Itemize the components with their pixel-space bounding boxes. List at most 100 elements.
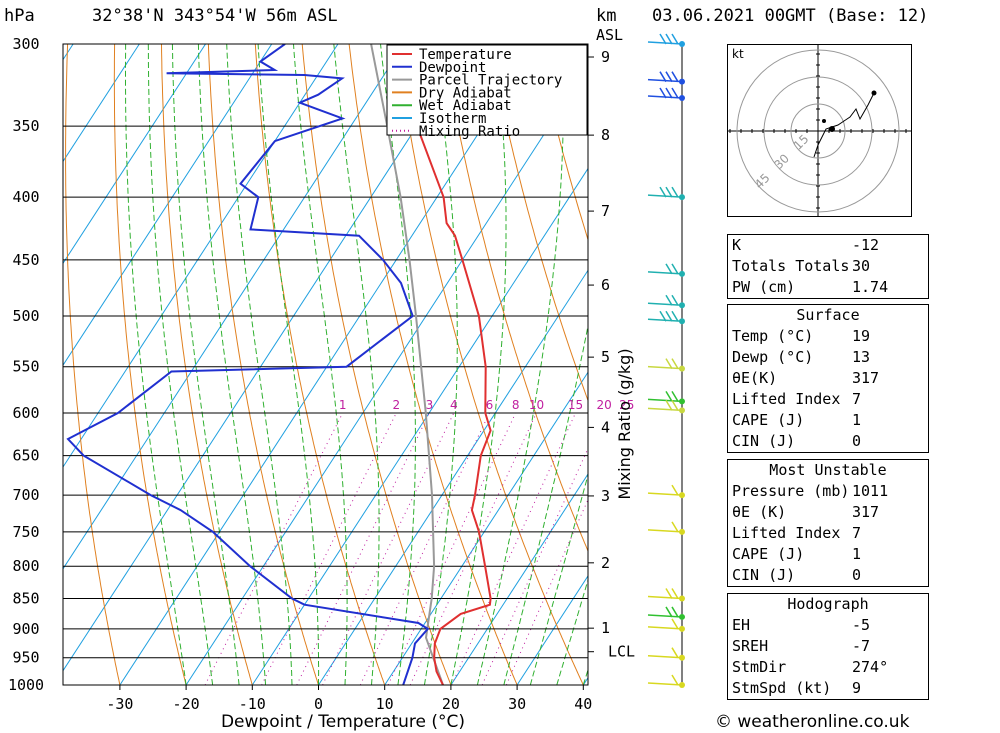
isotherm-line	[0, 44, 7, 685]
hodograph-table: Hodograph EH -5 SREH -7 StmDir 274° StmSpd (kt)…	[727, 593, 929, 700]
isotherm-line	[63, 44, 206, 265]
row-label: StmDir	[732, 658, 787, 676]
indices-table: K -12 Totals Totals 30 PW (cm) 1.74	[727, 234, 929, 299]
surface-table: Surface Temp (°C) 19 Dewp (°C) 13 θE(K) 317 Lif…	[727, 304, 929, 453]
pressure-unit-label: hPa	[4, 6, 35, 26]
dry-adiabat-line	[301, 44, 452, 685]
table-section-title: Most Unstable	[769, 461, 887, 479]
wet-adiabat-line	[423, 44, 458, 685]
wind-barb	[665, 33, 673, 45]
legend-entry: Dewpoint	[419, 60, 486, 76]
wet-adiabat-line	[226, 44, 293, 685]
wind-barb-shaft	[647, 194, 683, 198]
temp-tick-label: 30	[508, 695, 526, 713]
row-value: 7	[852, 524, 862, 542]
mixing-ratio-line	[261, 412, 397, 685]
mixing-ratio-label: 2	[392, 398, 400, 412]
wind-barb-shaft	[647, 529, 683, 533]
wind-barb-shaft	[647, 654, 683, 659]
row-value: 9	[852, 679, 862, 697]
row-value: 1	[852, 545, 862, 563]
pressure-tick-label: 500	[12, 307, 39, 325]
wind-barb	[671, 606, 679, 618]
height-tick-label: 9	[601, 48, 610, 66]
row-label: EH	[732, 616, 751, 634]
hodo-ring-label: 45	[752, 171, 773, 192]
row-label: PW (cm)	[732, 278, 796, 296]
temp-tick-label: 0	[314, 695, 323, 713]
wind-barb-shaft	[647, 271, 683, 275]
mixing-ratio-label: 20	[596, 398, 611, 412]
wind-barb-shaft	[647, 407, 683, 412]
row-value: 0	[852, 566, 862, 584]
wind-barb	[671, 521, 679, 533]
wind-barb	[671, 87, 679, 99]
row-value: 30	[852, 257, 871, 275]
hodo-trace	[813, 92, 875, 158]
row-value: 317	[852, 503, 880, 521]
hodo-point	[829, 126, 835, 132]
wet-adiabat-line	[292, 44, 348, 685]
height-unit-label: km	[596, 6, 617, 26]
table-row: θE (K) 317	[728, 502, 928, 523]
table-section-title: Surface	[796, 306, 860, 324]
parcel-trajectory-line	[370, 44, 444, 685]
wind-barb	[665, 294, 673, 306]
mixing-ratio-label: 10	[529, 398, 544, 412]
wind-barb	[671, 310, 679, 322]
dewpoint-line	[66, 44, 430, 685]
row-value: -5	[852, 616, 871, 634]
wind-barb	[665, 390, 673, 402]
datetime-title: 03.06.2021 00GMT (Base: 12)	[652, 6, 929, 26]
mixing-ratio-line	[322, 412, 455, 685]
table-row: K -12	[728, 235, 928, 256]
row-label: Lifted Index	[732, 390, 841, 408]
x-axis-title: Dewpoint / Temperature (°C)	[221, 712, 465, 732]
temp-tick-label: -30	[106, 695, 133, 713]
height-tick-label: 3	[601, 487, 610, 505]
dry-adiabat-line	[951, 26, 1000, 685]
table-row: StmDir 274°	[728, 657, 928, 678]
pressure-tick-label: 350	[12, 117, 39, 135]
wind-barb	[665, 588, 673, 599]
row-label: Temp (°C)	[732, 327, 814, 345]
mixing-ratio-line	[451, 412, 576, 685]
wind-barb-shaft	[647, 318, 683, 323]
temp-tick-label: 20	[442, 695, 460, 713]
wind-barb	[671, 294, 679, 306]
mixing-ratio-line	[204, 412, 344, 685]
temp-tick-label: -20	[173, 695, 200, 713]
dry-adiabat-line	[442, 44, 588, 553]
mixing-ratio-label: 1	[339, 398, 347, 412]
wet-adiabat-line	[379, 44, 416, 685]
table-row: StmSpd (kt) 9	[728, 678, 928, 699]
pressure-tick-label: 900	[12, 620, 39, 638]
pressure-tick-label: 950	[12, 649, 39, 667]
wind-barb	[671, 71, 679, 83]
hodo-point	[822, 119, 826, 123]
mixing-ratio-line	[359, 412, 490, 685]
legend-entry: Isotherm	[419, 111, 486, 127]
row-value: 1	[852, 411, 862, 429]
temp-tick-label: 10	[376, 695, 394, 713]
table-row: CIN (J) 0	[728, 431, 928, 452]
wind-barb-shaft	[647, 398, 683, 403]
wind-barb-shaft	[647, 95, 683, 99]
isotherm-line	[63, 44, 273, 367]
pressure-tick-label: 450	[12, 251, 39, 269]
wind-barb	[671, 263, 679, 275]
height-tick-label: 1	[601, 619, 610, 637]
wind-barb-shaft	[647, 492, 683, 496]
row-label: CIN (J)	[732, 432, 796, 450]
isotherm-line	[384, 371, 588, 685]
plot-frame	[62, 43, 589, 686]
wind-barb	[665, 186, 673, 198]
pressure-tick-label: 750	[12, 523, 39, 541]
row-value: -12	[852, 236, 880, 254]
wind-barb	[671, 390, 679, 402]
row-value: 1011	[852, 482, 889, 500]
wind-barb	[665, 358, 673, 370]
wind-barb	[671, 674, 679, 686]
height-tick-label: 6	[601, 276, 610, 294]
